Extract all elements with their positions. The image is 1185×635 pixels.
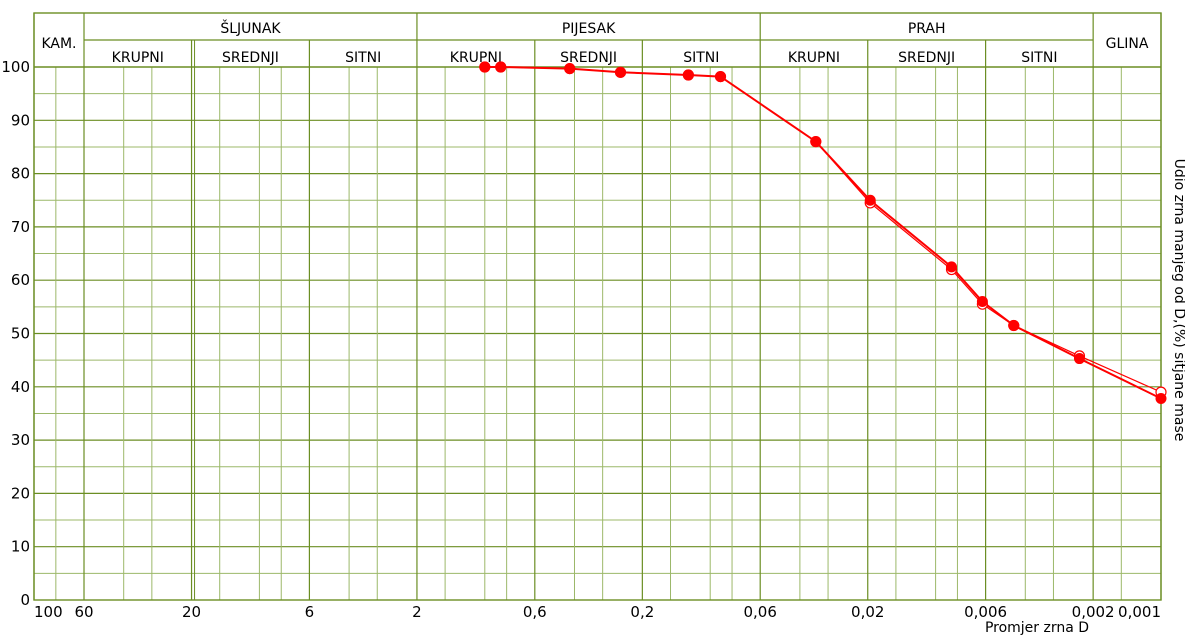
x-tick-label: 0,002 bbox=[1072, 603, 1115, 621]
group-label: GLINA bbox=[1106, 36, 1149, 52]
subgroup-label: SREDNJI bbox=[560, 50, 617, 66]
x-tick-label: 2 bbox=[412, 603, 422, 621]
x-tick-label: 6 bbox=[305, 603, 315, 621]
y-axis-label: Udio zrna manjeg od D,(%) sitjane mase bbox=[1171, 159, 1185, 442]
data-point bbox=[715, 71, 727, 83]
y-tick-label: 90 bbox=[11, 111, 30, 129]
data-point bbox=[976, 296, 988, 308]
y-tick-label: 30 bbox=[11, 431, 30, 449]
soil-classification-header: KAM. ŠLJUNAK PIJESAK PRAH GLINA KRUPNI SREDNJI… bbox=[41, 19, 1148, 66]
group-label: PRAH bbox=[908, 21, 946, 37]
y-tick-labels: 0 10 20 30 40 50 60 70 80 90 100 bbox=[1, 58, 30, 609]
x-tick-labels: 100 60 20 6 2 0,6 0,2 0,06 0,02 0,006 0,002 0,001 bbox=[34, 603, 1161, 621]
data-point bbox=[810, 136, 822, 148]
data-point bbox=[864, 194, 876, 206]
y-tick-label: 60 bbox=[11, 271, 30, 289]
plot-frame bbox=[33, 12, 1162, 601]
data-point bbox=[1008, 320, 1020, 332]
x-axis-label: Promjer zrna D bbox=[985, 620, 1089, 635]
data-point bbox=[495, 61, 507, 73]
subgroup-label: SITNI bbox=[683, 50, 719, 66]
series-line bbox=[484, 66, 1162, 393]
x-tick-label: 60 bbox=[74, 603, 93, 621]
minor-gridlines bbox=[34, 67, 1161, 600]
x-tick-label: 0,006 bbox=[964, 603, 1007, 621]
subgroup-label: SITNI bbox=[345, 50, 381, 66]
subgroup-label: KRUPNI bbox=[788, 50, 840, 66]
y-tick-label: 50 bbox=[11, 325, 30, 343]
subgroup-label: KRUPNI bbox=[450, 50, 502, 66]
y-tick-label: 20 bbox=[11, 484, 30, 502]
subgroup-label: SREDNJI bbox=[898, 50, 955, 66]
y-tick-label: 10 bbox=[11, 538, 30, 556]
y-tick-label: 100 bbox=[1, 58, 30, 76]
data-point bbox=[1155, 393, 1167, 405]
y-tick-label: 40 bbox=[11, 378, 30, 396]
data-point bbox=[682, 69, 694, 81]
data-point bbox=[946, 261, 958, 273]
x-tick-label: 100 bbox=[34, 603, 63, 621]
subgroup-label: SREDNJI bbox=[222, 50, 279, 66]
group-label: KAM. bbox=[41, 36, 76, 52]
y-tick-label: 0 bbox=[20, 591, 30, 609]
x-tick-label: 0,02 bbox=[851, 603, 884, 621]
x-tick-label: 0,6 bbox=[523, 603, 547, 621]
data-point bbox=[564, 63, 576, 75]
major-gridlines bbox=[33, 12, 1162, 601]
x-tick-label: 0,06 bbox=[744, 603, 777, 621]
group-label: PIJESAK bbox=[562, 21, 616, 37]
data-point bbox=[479, 61, 491, 73]
series-line bbox=[484, 66, 1162, 400]
y-tick-label: 70 bbox=[11, 218, 30, 236]
group-label: ŠLJUNAK bbox=[220, 19, 281, 37]
data-point bbox=[1073, 353, 1085, 365]
subgroup-label: SITNI bbox=[1021, 50, 1057, 66]
x-tick-label: 0,001 bbox=[1118, 603, 1161, 621]
x-tick-label: 20 bbox=[182, 603, 201, 621]
data-series bbox=[479, 61, 1167, 405]
y-tick-label: 80 bbox=[11, 165, 30, 183]
data-point bbox=[615, 66, 627, 78]
x-tick-label: 0,2 bbox=[630, 603, 654, 621]
subgroup-label: KRUPNI bbox=[112, 50, 164, 66]
